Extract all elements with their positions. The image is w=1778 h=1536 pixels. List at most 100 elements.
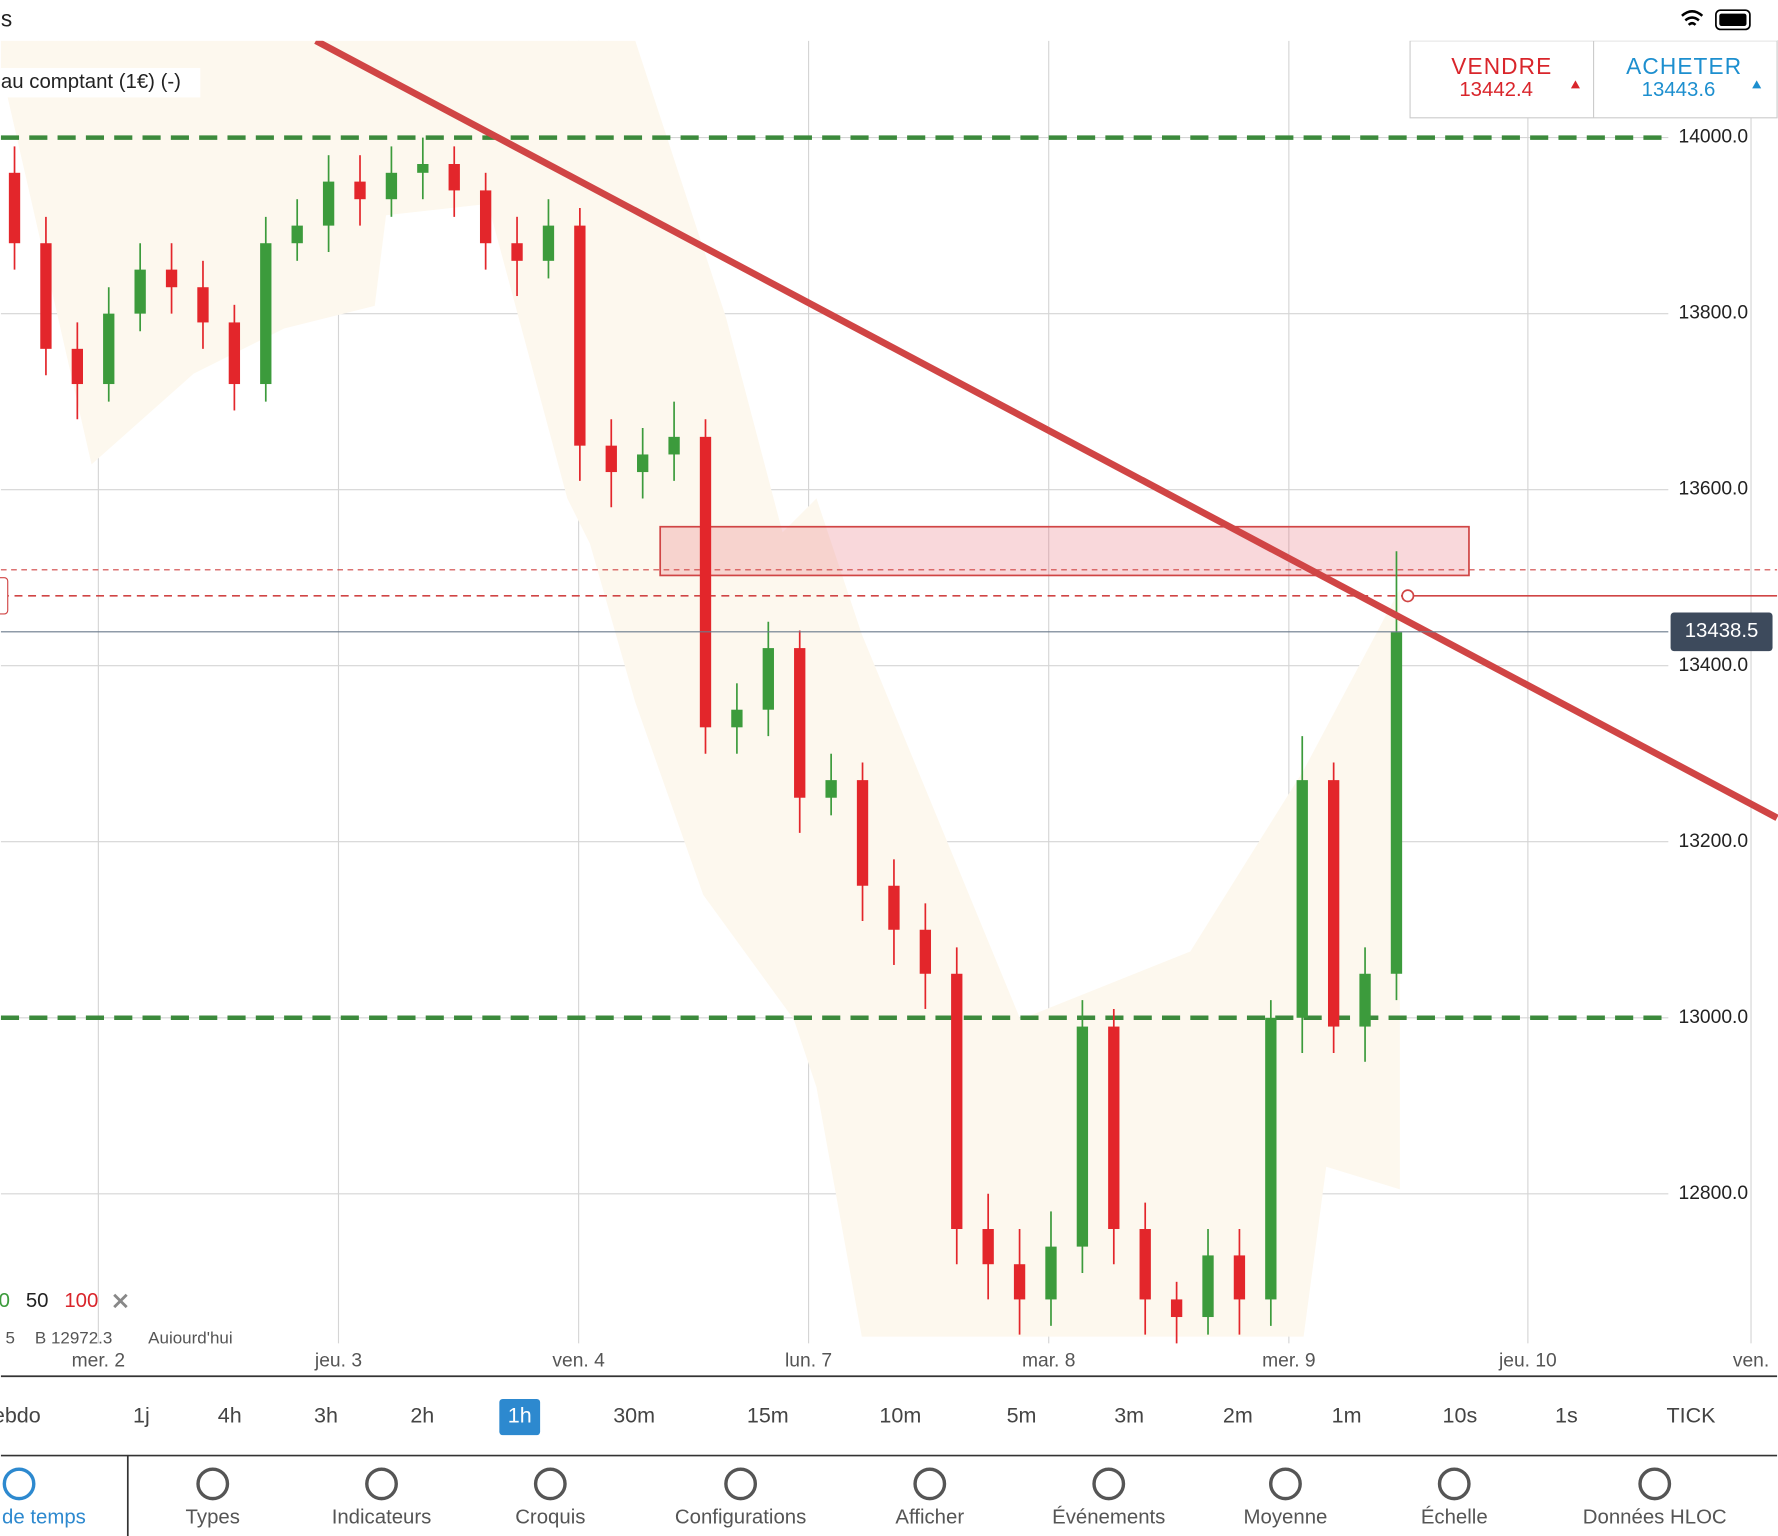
x-tick-label: jeu. 3 xyxy=(314,1351,362,1372)
resistance-zone xyxy=(659,525,1470,577)
candle-body xyxy=(1139,1229,1151,1300)
y-tick-label: 13600.0 xyxy=(1679,479,1749,500)
toolbar-icon[interactable] xyxy=(913,1467,947,1501)
x-axis-bg xyxy=(0,1343,1778,1378)
x-tick-label: ven. 4 xyxy=(552,1351,605,1372)
timeframe[interactable]: 5m xyxy=(1007,1404,1037,1428)
sell-label[interactable]: VENDRE xyxy=(1451,53,1552,79)
candle-body xyxy=(794,648,806,798)
candle-body xyxy=(951,973,963,1230)
toolbar-label[interactable]: Configurations xyxy=(675,1506,806,1528)
timeframe[interactable]: ebdo xyxy=(0,1404,41,1428)
order-tag[interactable] xyxy=(0,577,9,615)
y-tick-label: 14000.0 xyxy=(1679,127,1749,148)
up-arrow xyxy=(1752,80,1762,89)
toolbar-label[interactable]: Types xyxy=(186,1506,240,1528)
toolbar-icon[interactable] xyxy=(1638,1467,1672,1501)
candle-body xyxy=(165,269,178,288)
candle-body xyxy=(260,243,272,385)
candle-body xyxy=(888,885,900,930)
candle-body xyxy=(637,454,649,473)
candle-body xyxy=(1076,1026,1089,1247)
candle-body xyxy=(40,243,52,349)
timeframe[interactable]: 10s xyxy=(1443,1404,1478,1428)
toolbar-icon[interactable] xyxy=(1092,1467,1126,1501)
timeframe[interactable]: 1s xyxy=(1555,1404,1578,1428)
candle-body xyxy=(731,709,743,728)
timeframe[interactable]: 3h xyxy=(314,1404,338,1428)
timeframe[interactable]: 2m xyxy=(1223,1404,1253,1428)
timeframe[interactable]: 15m xyxy=(747,1404,789,1428)
candle-body xyxy=(1359,973,1371,1027)
candle-body xyxy=(699,436,712,728)
wifi xyxy=(1681,10,1704,26)
toolbar-icon[interactable] xyxy=(1437,1467,1471,1501)
legend-close[interactable] xyxy=(113,1293,128,1309)
x-tick-label: jeu. 10 xyxy=(1498,1351,1557,1372)
candle-body xyxy=(542,225,555,261)
instrument: au comptant (1€) (-) xyxy=(1,71,181,93)
battery-level xyxy=(1719,13,1747,27)
candle-body xyxy=(1170,1299,1183,1318)
instrument-bg xyxy=(0,67,201,98)
y-tick-label: 13200.0 xyxy=(1679,831,1749,852)
toolbar-label[interactable]: Afficher xyxy=(895,1506,964,1528)
toolbar: de temps Types Indicateurs Croquis Configura… xyxy=(2,1467,1727,1528)
toolbar-label[interactable]: Données HLOC xyxy=(1583,1506,1727,1528)
info: Aujourd'hui xyxy=(148,1328,232,1347)
timeframe[interactable]: 3m xyxy=(1114,1404,1144,1428)
toolbar-icon[interactable] xyxy=(724,1467,758,1501)
toolbar-icon[interactable] xyxy=(2,1467,36,1501)
toolbar-label[interactable]: Événements xyxy=(1052,1505,1165,1528)
candle-body xyxy=(1265,1017,1277,1300)
toolbar-label[interactable]: Indicateurs xyxy=(332,1506,432,1528)
toolbar-label[interactable]: Échelle xyxy=(1421,1505,1488,1528)
candle-body xyxy=(605,445,617,473)
timeframe[interactable]: 30m xyxy=(613,1404,655,1428)
candle-body xyxy=(197,287,209,323)
toolbar-icon[interactable] xyxy=(1269,1467,1302,1501)
x-axis: mer. 2 jeu. 3 ven. 4 lun. 7 mar. 8 mer. 9 jeu.… xyxy=(72,1351,1770,1372)
timeframe[interactable]: 10m xyxy=(879,1404,921,1428)
candle-body xyxy=(1390,632,1403,974)
timeframe-active[interactable] xyxy=(499,1398,541,1436)
last-price: 13438.5 xyxy=(0,612,1773,652)
toolbar-icon[interactable] xyxy=(533,1467,567,1501)
y-tick-label: 13000.0 xyxy=(1679,1007,1749,1028)
up-arrow xyxy=(1570,80,1580,89)
last-price-label: 13438.5 xyxy=(1685,620,1759,642)
x-tick-label: mar. 8 xyxy=(1022,1351,1076,1372)
timeframe[interactable]: 1m xyxy=(1332,1404,1362,1428)
status-bar xyxy=(0,0,1778,41)
toolbar-icon[interactable] xyxy=(365,1467,398,1501)
candle-body xyxy=(354,181,366,200)
candle-body xyxy=(1108,1026,1120,1230)
candle-body xyxy=(291,225,303,244)
timeframe[interactable]: TICK xyxy=(1666,1404,1716,1428)
buy-price[interactable]: 13443.6 xyxy=(1642,79,1716,101)
toolbar-icon[interactable] xyxy=(196,1467,230,1501)
timeframe[interactable]: 1j xyxy=(133,1404,150,1428)
candle-body xyxy=(322,181,335,226)
candle-body xyxy=(574,225,586,446)
timeframe[interactable]: 1h xyxy=(508,1404,532,1428)
toolbar-label[interactable]: de temps xyxy=(2,1506,86,1528)
candle-body xyxy=(385,172,398,200)
x-tick-label: mer. 9 xyxy=(1262,1351,1316,1372)
buy-label[interactable]: ACHETER xyxy=(1626,53,1742,79)
trend-line xyxy=(314,37,1778,821)
candle-body xyxy=(825,780,837,798)
timeframe[interactable]: 4h xyxy=(218,1404,242,1428)
candle-body xyxy=(417,164,429,173)
info: B 12972.3 xyxy=(35,1328,112,1347)
order-handle[interactable] xyxy=(1401,589,1415,603)
sell-price[interactable]: 13442.4 xyxy=(1459,79,1533,101)
timeframes: ebdo 1j 4h 3h 2h 1h 30m 15m 10m 5m 3m 2m 1m 10s 1s TICK xyxy=(0,1398,1716,1436)
candle-body xyxy=(1296,780,1308,1018)
candle-body xyxy=(134,269,146,314)
candle-body xyxy=(856,780,869,886)
legend-item: 100 xyxy=(64,1290,98,1312)
timeframe[interactable]: 2h xyxy=(410,1404,434,1428)
toolbar-label[interactable]: Croquis xyxy=(515,1506,585,1528)
toolbar-label[interactable]: Moyenne xyxy=(1244,1506,1328,1528)
